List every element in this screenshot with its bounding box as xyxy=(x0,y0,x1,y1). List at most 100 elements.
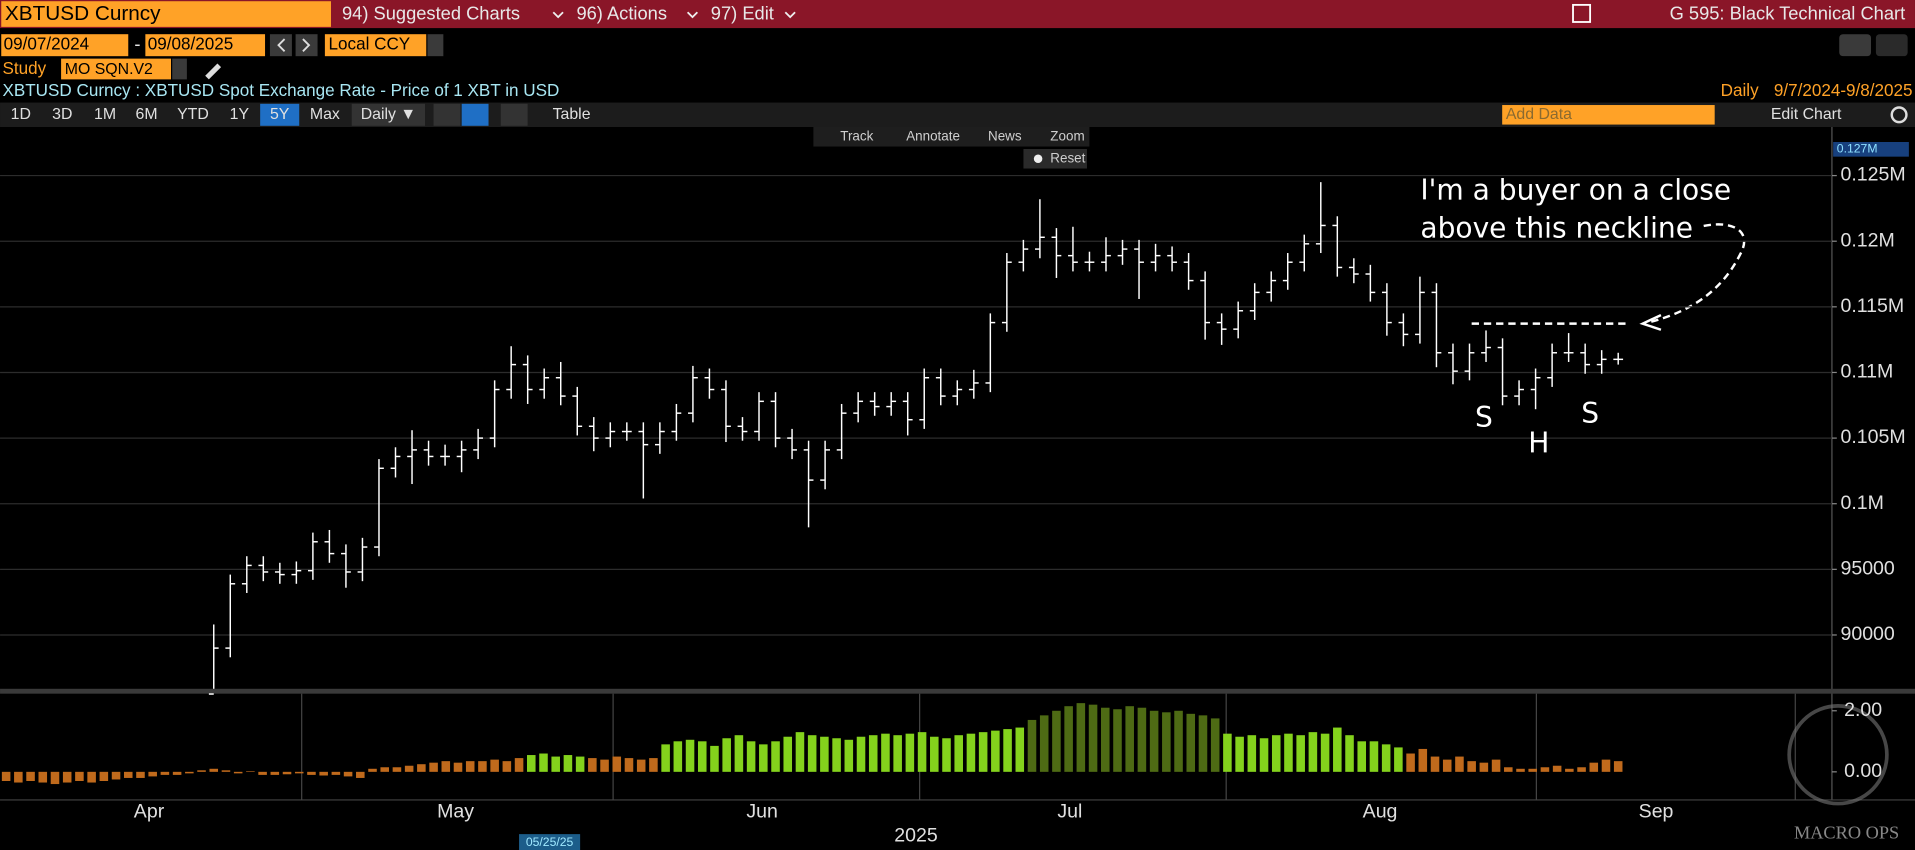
period-button[interactable]: 5Y xyxy=(270,106,290,123)
histogram-bar xyxy=(1027,719,1037,772)
histogram-bar xyxy=(465,761,475,772)
reset-icon xyxy=(1033,154,1043,164)
dropdown[interactable] xyxy=(427,34,444,57)
date-field[interactable] xyxy=(1,34,129,57)
dropdown[interactable] xyxy=(500,103,528,126)
histogram-bar xyxy=(514,758,524,772)
menu-caret xyxy=(552,11,796,19)
histogram-bar xyxy=(1308,732,1318,772)
y-tick-label: 90000 xyxy=(1840,623,1894,645)
redo-button[interactable] xyxy=(1875,34,1908,57)
period-button[interactable]: 1D xyxy=(11,106,31,123)
y-tick-label: 0.1M xyxy=(1840,492,1883,514)
tool-button[interactable]: News xyxy=(988,128,1022,143)
histogram-bar xyxy=(99,771,109,781)
period-buttons: 1D 3D 1M 6M YTD 1Y 5Y Max xyxy=(11,106,340,123)
histogram-bar xyxy=(441,761,451,772)
price-bars xyxy=(208,182,1624,695)
undo-button[interactable] xyxy=(1839,34,1872,57)
bar-button[interactable] xyxy=(461,103,489,126)
histogram-bar xyxy=(710,745,719,772)
histogram-bar xyxy=(1565,768,1574,772)
study[interactable]: MO SQN.V2 xyxy=(65,61,153,78)
line-button[interactable] xyxy=(433,103,461,126)
histogram-bar xyxy=(1076,703,1086,772)
tool-button[interactable]: Annotate xyxy=(906,128,960,143)
histogram-bar xyxy=(38,771,48,783)
histogram-bar xyxy=(722,738,731,772)
end-date[interactable]: 09/08/2025 xyxy=(148,35,233,54)
y-tick-label: 0.115M xyxy=(1840,295,1904,317)
period-button[interactable]: 3D xyxy=(52,106,72,123)
date-field[interactable] xyxy=(145,34,266,57)
histogram-bar xyxy=(551,756,560,772)
histogram-bar xyxy=(1100,707,1110,772)
histogram-bar xyxy=(881,733,890,772)
histogram-bar xyxy=(1333,727,1342,772)
currency[interactable]: Local CCY xyxy=(329,35,411,54)
pencil-icon[interactable] xyxy=(205,63,222,80)
frequency-button[interactable] xyxy=(351,103,426,126)
period-button[interactable]: 1Y xyxy=(230,106,250,123)
histogram-bar xyxy=(1198,715,1208,772)
histogram-bar xyxy=(282,771,292,775)
histogram-bar xyxy=(1174,710,1183,772)
histogram-bar xyxy=(697,741,707,772)
settings-icon[interactable] xyxy=(1890,106,1908,124)
edit-chart[interactable]: Edit Chart xyxy=(1771,106,1842,123)
period-button[interactable]: YTD xyxy=(177,106,209,123)
menu-item[interactable]: 97) Edit xyxy=(711,2,774,23)
x-year: 2025 xyxy=(894,825,938,847)
period-button[interactable]: 6M xyxy=(136,106,158,123)
launch-icon[interactable] xyxy=(1572,3,1592,23)
histogram-bar xyxy=(966,733,976,772)
histogram-bar xyxy=(563,755,573,772)
chart-tools: Track Annotate News Zoom xyxy=(813,127,1090,147)
histogram-bar xyxy=(1162,712,1171,772)
histogram-bar xyxy=(685,739,695,772)
x-tick-label: Aug xyxy=(1363,800,1398,822)
tool-bar xyxy=(813,127,1090,147)
reset-button[interactable] xyxy=(1023,148,1087,169)
histogram-bar xyxy=(1406,753,1415,772)
study-field[interactable] xyxy=(61,58,172,80)
period-frequency[interactable]: Daily ▼ xyxy=(361,106,416,123)
histogram-bar xyxy=(1516,768,1525,772)
period-button[interactable]: 1M xyxy=(94,106,116,123)
histogram-bar xyxy=(111,771,121,780)
last-marker: 0.127M xyxy=(1837,142,1878,156)
prev-button[interactable] xyxy=(269,34,292,57)
histogram-bar xyxy=(50,771,60,785)
period-button[interactable]: Max xyxy=(310,106,340,123)
histogram-bar xyxy=(1345,735,1354,772)
histogram-bar xyxy=(1381,744,1391,772)
add-data[interactable]: Add Data xyxy=(1506,106,1572,123)
histogram-bar xyxy=(1149,710,1159,772)
tool-button[interactable]: Track xyxy=(840,128,873,143)
security[interactable]: XBTUSD Curncy xyxy=(5,2,161,25)
start-date[interactable]: 09/07/2024 xyxy=(4,35,89,54)
add-data-field[interactable] xyxy=(1502,105,1715,125)
histogram-bar xyxy=(1455,756,1464,772)
histogram-bar xyxy=(844,739,854,772)
histogram-bar xyxy=(673,741,683,772)
menu-item[interactable]: 94) Suggested Charts xyxy=(342,2,520,23)
reset[interactable]: Reset xyxy=(1050,150,1085,165)
tool-button[interactable]: Zoom xyxy=(1050,128,1084,143)
arrows xyxy=(277,38,311,52)
histogram-bar xyxy=(258,771,267,775)
histogram-bar xyxy=(356,771,365,778)
histogram-bar xyxy=(197,770,206,772)
histogram-bar xyxy=(856,736,866,772)
menu-item[interactable]: 96) Actions xyxy=(576,2,667,23)
currency-field[interactable] xyxy=(324,34,427,57)
dropdown[interactable] xyxy=(172,58,187,80)
histogram-bar xyxy=(368,768,377,772)
next-button[interactable] xyxy=(295,34,318,57)
last-marker-box xyxy=(1833,141,1909,157)
histogram-bar xyxy=(539,753,548,772)
table-button[interactable]: Table xyxy=(553,106,591,123)
histogram-bar xyxy=(246,771,255,772)
security-field[interactable] xyxy=(1,1,331,27)
x-tick-label: May xyxy=(437,800,474,822)
